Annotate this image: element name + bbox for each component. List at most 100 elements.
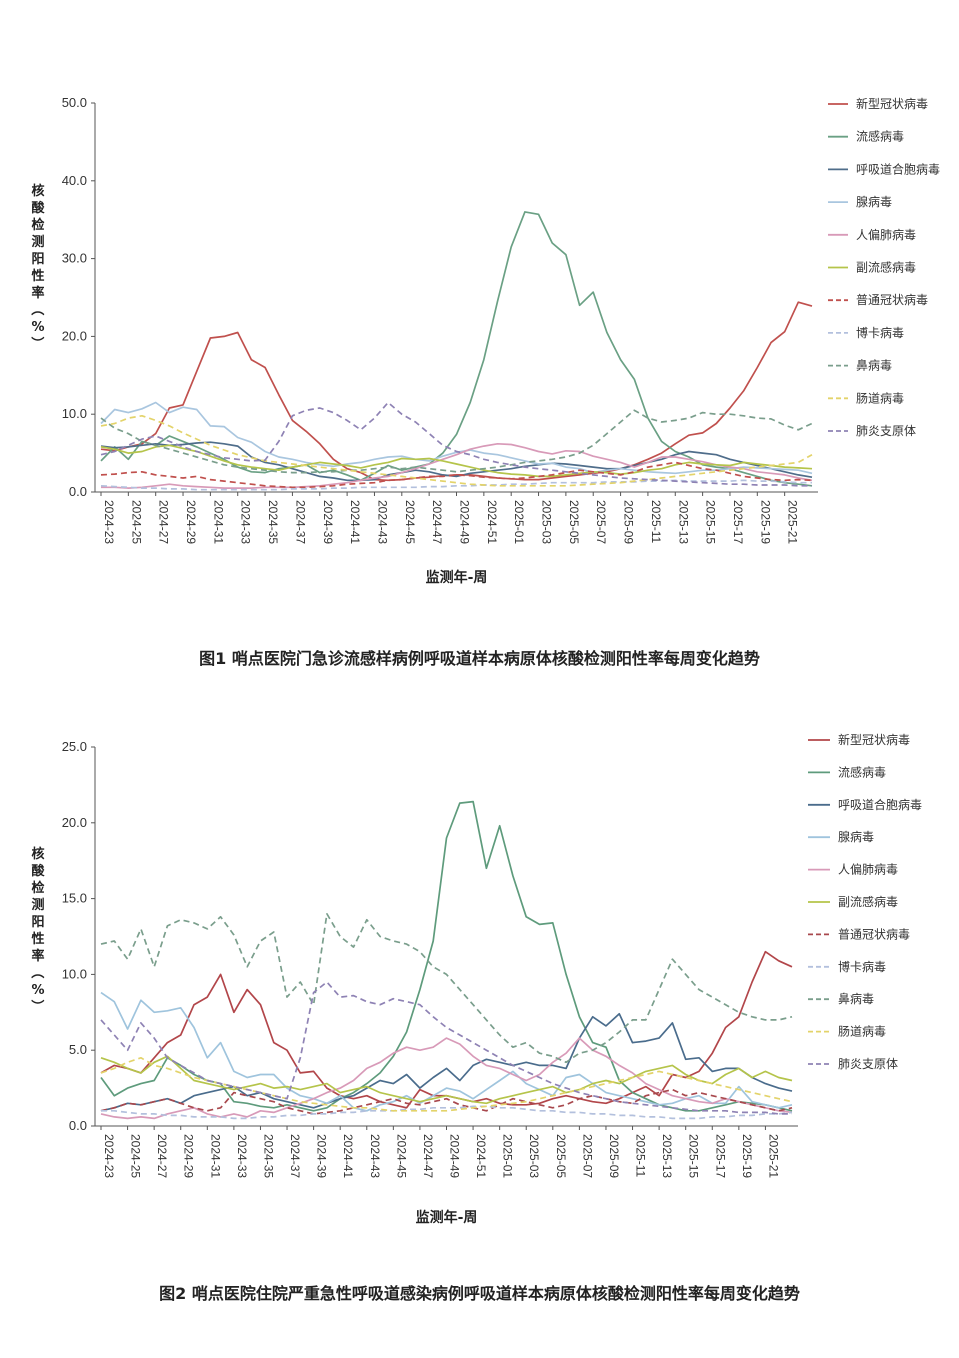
series-line-5: [101, 442, 813, 489]
y-tick-label: 20.0: [62, 328, 87, 343]
x-tick-label: 2025-01: [512, 500, 526, 544]
y-tick-label: 30.0: [62, 251, 87, 266]
series-line-11: [100, 981, 792, 1115]
y-axis-label-char: 检: [31, 880, 44, 896]
x-tick-label: 2025-09: [607, 1134, 621, 1178]
y-axis-label-char: 酸: [31, 200, 45, 216]
x-tick-label: 2025-03: [527, 1134, 541, 1178]
x-tick-label: 2025-11: [649, 500, 663, 543]
y-axis-label-char: 检: [31, 217, 44, 233]
series-line-8: [101, 1105, 793, 1120]
x-tick-label: 2024-43: [375, 500, 389, 544]
x-tick-label: 2024-41: [348, 500, 362, 544]
x-tick-label: 2025-19: [758, 500, 772, 544]
legend-label: 肺炎支原体: [856, 424, 916, 438]
legend-label: 副流感病毒: [838, 894, 898, 909]
series-line-2: [100, 800, 793, 1112]
x-tick-label: 2025-15: [704, 500, 718, 544]
y-axis-label-char: （: [29, 302, 45, 315]
x-tick-label: 2024-27: [157, 500, 171, 544]
series-line-6: [100, 1055, 793, 1105]
y-tick-label: 50.0: [62, 95, 87, 110]
series-line-3: [100, 441, 813, 482]
y-axis-label-char: 性: [31, 931, 44, 947]
y-axis-label-char: （: [29, 965, 45, 978]
x-tick-label: 2024-45: [394, 1134, 408, 1178]
x-tick-label: 2024-51: [474, 1134, 488, 1178]
legend-label: 肠道病毒: [856, 390, 904, 405]
x-tick-label: 2024-43: [368, 1134, 382, 1178]
x-tick-label: 2024-51: [485, 500, 499, 544]
x-tick-label: 2024-45: [403, 500, 417, 544]
y-axis-label-char: %: [31, 320, 44, 335]
figure-1-caption: 图1 哨点医院门急诊流感样病例呼吸道样本病原体核酸检测阳性率每周变化趋势: [199, 649, 760, 668]
y-axis-label-char: 酸: [31, 863, 45, 879]
x-tick-label: 2024-37: [293, 500, 307, 544]
series-line-11: [100, 401, 812, 487]
chart-1-outpatient: 0.0 10.0 20.0 30.0 40.0 50.0 2024-23 2024-25 202…: [29, 95, 940, 586]
legend-label: 腺病毒: [856, 194, 892, 209]
x-tick-label: 2025-21: [786, 500, 800, 544]
y-axis-label-char: 率: [31, 948, 44, 964]
series-line-3: [100, 1012, 793, 1112]
y-axis-label-char: %: [31, 983, 44, 998]
x-tick-label: 2024-25: [129, 1134, 143, 1178]
x-tick-label: 2024-47: [430, 500, 444, 544]
y-axis-label-char: 核: [31, 183, 44, 199]
x-tick-label: 2024-41: [341, 1134, 355, 1178]
series-line-10: [100, 1056, 793, 1112]
x-tick-label: 2024-39: [315, 1134, 329, 1178]
x-tick-label: 2024-35: [266, 500, 280, 544]
x-tick-label: 2024-47: [421, 1134, 435, 1178]
legend-label: 肺炎支原体: [838, 1057, 898, 1071]
y-axis-label-char: 阳: [31, 915, 44, 930]
x-tick-label: 2024-25: [129, 500, 143, 544]
x-tick-label: 2024-39: [321, 500, 335, 544]
y-axis-label-char: 性: [31, 268, 44, 284]
y-axis-label-char: 测: [31, 234, 44, 250]
legend-label: 鼻病毒: [838, 991, 874, 1006]
y-tick-label: 25.0: [62, 739, 87, 754]
legend-label: 人偏肺病毒: [856, 227, 916, 242]
series-line-9: [100, 912, 793, 1064]
x-tick-label: 2025-13: [660, 1134, 674, 1178]
series-line-8: [100, 479, 812, 491]
legend-label: 新型冠状病毒: [856, 96, 928, 111]
x-tick-label: 2025-17: [731, 500, 745, 544]
x-tick-label: 2025-15: [687, 1134, 701, 1178]
x-tick-label: 2024-37: [288, 1134, 302, 1178]
y-axis-label-char: 阳: [31, 252, 44, 267]
x-tick-label: 2024-29: [182, 1134, 196, 1178]
legend-label: 呼吸道合胞病毒: [838, 797, 922, 812]
x-tick-label: 2024-31: [208, 1134, 222, 1178]
x-tick-label: 2024-31: [211, 500, 225, 544]
series-line-1: [100, 301, 813, 482]
series-line-7: [100, 1088, 793, 1115]
x-axis-label: 监测年-周: [416, 1209, 478, 1226]
legend-label: 普通冠状病毒: [838, 926, 910, 941]
x-tick-label: 2024-33: [235, 1134, 249, 1178]
chart-2-inpatient: 0.0 5.0 10.0 15.0 20.0 25.0 2024-23 2024-25 2024…: [29, 732, 922, 1226]
x-tick-label: 2025-09: [622, 500, 636, 544]
y-tick-label: 10.0: [62, 406, 87, 421]
legend-label: 博卡病毒: [856, 325, 904, 340]
series-line-9: [100, 409, 813, 474]
x-tick-label: 2024-49: [448, 1134, 462, 1178]
y-tick-label: 15.0: [62, 891, 87, 906]
x-tick-label: 2024-29: [184, 500, 198, 544]
legend-label: 人偏肺病毒: [838, 862, 898, 877]
x-tick-label: 2025-03: [540, 500, 554, 544]
x-tick-label: 2025-21: [766, 1134, 780, 1178]
legend-label: 流感病毒: [838, 764, 886, 779]
x-tick-label: 2024-35: [261, 1134, 275, 1178]
x-tick-label: 2024-33: [239, 500, 253, 544]
y-axis-label-char: 核: [31, 846, 44, 862]
x-tick-label: 2024-27: [155, 1134, 169, 1178]
y-tick-label: 40.0: [62, 173, 87, 188]
legend-label: 呼吸道合胞病毒: [856, 161, 940, 176]
y-axis-label-char: ）: [29, 336, 45, 349]
series-line-5: [100, 1037, 793, 1120]
x-axis-label: 监测年-周: [426, 569, 488, 586]
x-tick-label: 2025-13: [676, 500, 690, 544]
